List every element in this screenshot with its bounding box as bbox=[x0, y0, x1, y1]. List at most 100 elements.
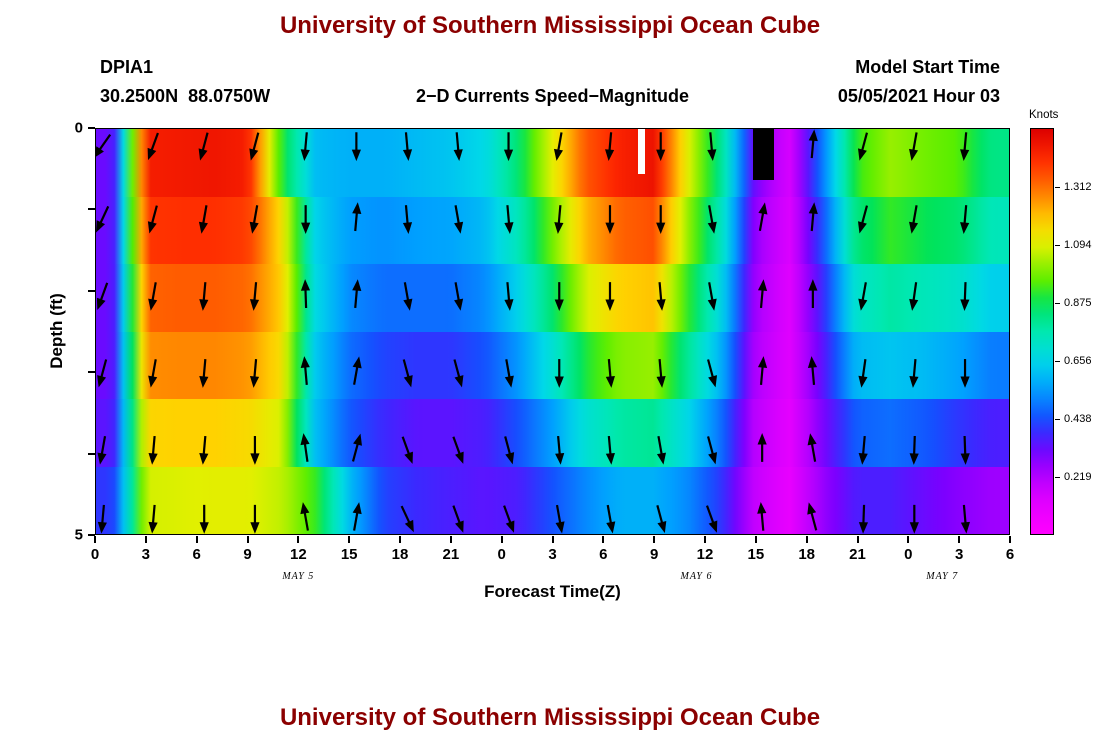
x-axis-tick-label: 21 bbox=[849, 546, 866, 563]
current-arrow bbox=[147, 205, 158, 234]
current-arrow bbox=[858, 359, 868, 388]
x-axis-tick-label: 3 bbox=[141, 546, 150, 563]
current-arrow bbox=[606, 504, 616, 534]
x-axis-tick-label: 6 bbox=[599, 546, 608, 563]
x-axis-tick bbox=[907, 536, 910, 543]
current-arrow bbox=[352, 279, 362, 309]
x-axis-tick bbox=[449, 536, 452, 543]
current-arrow bbox=[656, 205, 666, 235]
colorbar-tick-label: 0.875 bbox=[1064, 296, 1092, 309]
current-arrow bbox=[656, 359, 666, 388]
current-arrow bbox=[707, 436, 718, 465]
x-axis-tick-label: 6 bbox=[192, 546, 201, 563]
current-arrow bbox=[960, 205, 970, 234]
current-arrow bbox=[504, 282, 514, 311]
y-axis-tick bbox=[88, 452, 95, 455]
plot-title: 2−D Currents Speed−Magnitude bbox=[415, 86, 690, 106]
current-arrow bbox=[807, 433, 817, 462]
current-arrow bbox=[300, 279, 311, 309]
black-gap-marker bbox=[753, 129, 774, 181]
colorbar-tick bbox=[1055, 418, 1060, 421]
current-arrow bbox=[403, 282, 413, 311]
current-arrow bbox=[300, 132, 310, 162]
x-axis-tick-label: 0 bbox=[497, 546, 506, 563]
current-arrow bbox=[454, 282, 464, 311]
colorbar-tick-label: 0.656 bbox=[1064, 354, 1092, 367]
x-axis-tick bbox=[246, 536, 249, 543]
colorbar-tick-label: 1.312 bbox=[1064, 180, 1092, 193]
page-title: University of Southern Mississippi Ocean… bbox=[279, 12, 821, 39]
current-arrow bbox=[707, 205, 717, 234]
colorbar-tick bbox=[1055, 244, 1060, 247]
current-arrow bbox=[300, 433, 310, 462]
colorbar bbox=[1030, 128, 1054, 535]
current-arrow bbox=[199, 435, 209, 465]
x-axis-tick bbox=[551, 536, 554, 543]
current-arrow bbox=[97, 436, 107, 465]
current-arrow bbox=[757, 501, 767, 531]
current-arrow bbox=[656, 505, 667, 534]
current-arrow bbox=[808, 279, 818, 308]
current-arrow bbox=[656, 282, 666, 311]
x-axis-tick-label: 3 bbox=[954, 546, 964, 563]
current-arrow bbox=[909, 359, 919, 388]
current-arrow bbox=[300, 502, 310, 531]
current-direction-arrows bbox=[96, 129, 971, 534]
current-arrow bbox=[960, 282, 970, 311]
footer-title: University of Southern Mississippi Ocean… bbox=[279, 704, 821, 731]
current-arrow bbox=[757, 279, 768, 309]
x-axis-tick bbox=[805, 536, 808, 543]
current-arrow bbox=[249, 205, 259, 234]
heatmap-depth-layer bbox=[96, 466, 1009, 534]
current-arrow bbox=[858, 282, 868, 311]
current-arrow bbox=[452, 505, 464, 533]
current-arrow bbox=[198, 132, 209, 161]
current-arrow bbox=[758, 202, 768, 232]
current-arrow bbox=[453, 132, 463, 162]
current-arrow bbox=[402, 205, 413, 234]
x-axis-tick bbox=[653, 536, 656, 543]
date-label: MAY 7 bbox=[926, 571, 959, 582]
current-arrow bbox=[909, 205, 919, 234]
x-axis-tick-label: 18 bbox=[798, 546, 815, 563]
x-axis-tick bbox=[94, 536, 96, 543]
current-arrow bbox=[148, 435, 158, 465]
x-axis-tick bbox=[856, 536, 859, 543]
current-arrow bbox=[148, 359, 158, 388]
current-arrow bbox=[453, 359, 464, 388]
current-arrow bbox=[97, 504, 107, 534]
current-arrow bbox=[909, 132, 919, 161]
x-axis-tick bbox=[958, 536, 961, 543]
current-arrow bbox=[707, 132, 717, 162]
current-arrow bbox=[148, 504, 158, 534]
current-arrow bbox=[858, 205, 869, 234]
colorbar-tick bbox=[1055, 476, 1060, 479]
x-axis-tick bbox=[1009, 536, 1011, 543]
x-axis-tick-label: 9 bbox=[649, 546, 659, 563]
current-arrow bbox=[707, 282, 717, 311]
current-arrow bbox=[605, 359, 615, 388]
current-arrow bbox=[960, 435, 970, 465]
current-arrow bbox=[454, 205, 464, 234]
y-axis-tick bbox=[88, 534, 95, 536]
x-axis-tick-label: 3 bbox=[548, 546, 557, 563]
current-arrow bbox=[199, 282, 209, 311]
current-arrow bbox=[504, 359, 514, 388]
x-axis: 0 3 6 9 12 15 18 21 0 3 6 9 12 15 18 21 0 3 6 MAY 5 MAY 6 MAY… bbox=[91, 536, 1014, 606]
x-axis-tick bbox=[195, 536, 198, 543]
heatmap-layers bbox=[96, 129, 1009, 534]
current-arrow bbox=[250, 436, 260, 465]
y-axis-tick-label: 0 bbox=[74, 119, 83, 137]
current-arrow bbox=[605, 132, 615, 162]
x-axis-tick-label: 18 bbox=[391, 546, 409, 563]
x-axis-tick bbox=[297, 536, 300, 543]
colorbar-title: Knots bbox=[1029, 109, 1059, 121]
x-axis-tick-label: 0 bbox=[90, 546, 100, 563]
colorbar-ticks: 1.312 1.094 0.875 0.656 0.438 0.219 bbox=[1030, 128, 1100, 535]
current-arrow bbox=[452, 436, 464, 464]
colorbar-tick bbox=[1055, 360, 1060, 363]
current-arrow bbox=[250, 504, 260, 534]
heatmap-depth-layer bbox=[96, 331, 1009, 399]
current-arrow bbox=[909, 282, 919, 311]
